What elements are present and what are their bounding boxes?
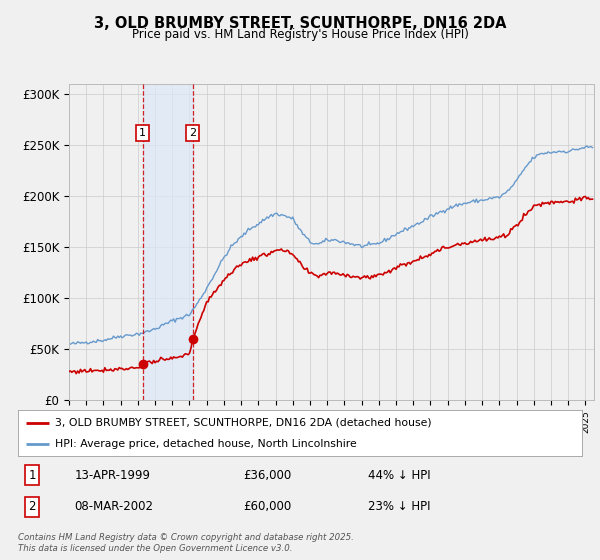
Text: 2: 2 bbox=[189, 128, 196, 138]
Text: Price paid vs. HM Land Registry's House Price Index (HPI): Price paid vs. HM Land Registry's House … bbox=[131, 28, 469, 41]
Text: 3, OLD BRUMBY STREET, SCUNTHORPE, DN16 2DA: 3, OLD BRUMBY STREET, SCUNTHORPE, DN16 2… bbox=[94, 16, 506, 31]
Text: 1: 1 bbox=[139, 128, 146, 138]
Text: 08-MAR-2002: 08-MAR-2002 bbox=[74, 500, 154, 514]
Text: £60,000: £60,000 bbox=[244, 500, 292, 514]
Text: 13-APR-1999: 13-APR-1999 bbox=[74, 469, 151, 482]
Text: 23% ↓ HPI: 23% ↓ HPI bbox=[368, 500, 430, 514]
Text: Contains HM Land Registry data © Crown copyright and database right 2025.
This d: Contains HM Land Registry data © Crown c… bbox=[18, 533, 354, 553]
Text: £36,000: £36,000 bbox=[244, 469, 292, 482]
Text: HPI: Average price, detached house, North Lincolnshire: HPI: Average price, detached house, Nort… bbox=[55, 439, 356, 449]
Bar bbox=[143, 84, 193, 400]
Text: 44% ↓ HPI: 44% ↓ HPI bbox=[368, 469, 430, 482]
Text: 3, OLD BRUMBY STREET, SCUNTHORPE, DN16 2DA (detached house): 3, OLD BRUMBY STREET, SCUNTHORPE, DN16 2… bbox=[55, 418, 431, 428]
Text: 1: 1 bbox=[28, 469, 36, 482]
Text: 2: 2 bbox=[28, 500, 36, 514]
